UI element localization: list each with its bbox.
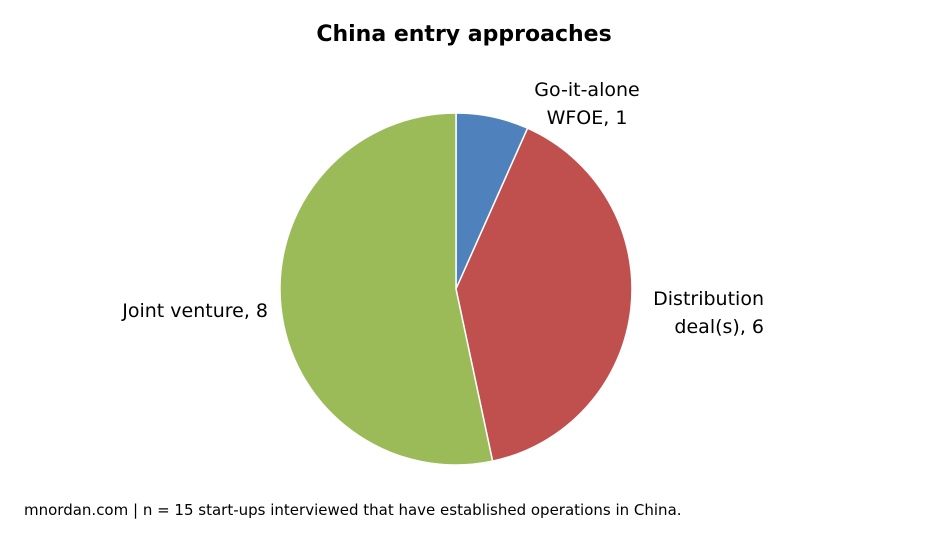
- slice-label-joint-venture-line-1: Joint venture, 8: [122, 300, 268, 322]
- slice-label-wfoe-line-1: Go-it-alone: [534, 79, 640, 101]
- chart-footnote: mnordan.com | n = 15 start-ups interview…: [24, 501, 682, 519]
- slice-label-wfoe: Go-it-alone WFOE, 1: [522, 76, 652, 132]
- slice-label-distribution-line-1: Distribution: [653, 288, 764, 310]
- pie-slice-distribution: [455, 127, 633, 463]
- slice-label-wfoe-line-2: WFOE, 1: [546, 107, 628, 129]
- chart-title: China entry approaches: [316, 22, 612, 47]
- slice-label-distribution: Distribution deal(s), 6: [640, 285, 764, 341]
- slice-label-distribution-line-2: deal(s), 6: [674, 316, 764, 338]
- pie-slice-joint-venture: [279, 112, 494, 466]
- slice-label-joint-venture: Joint venture, 8: [100, 297, 268, 325]
